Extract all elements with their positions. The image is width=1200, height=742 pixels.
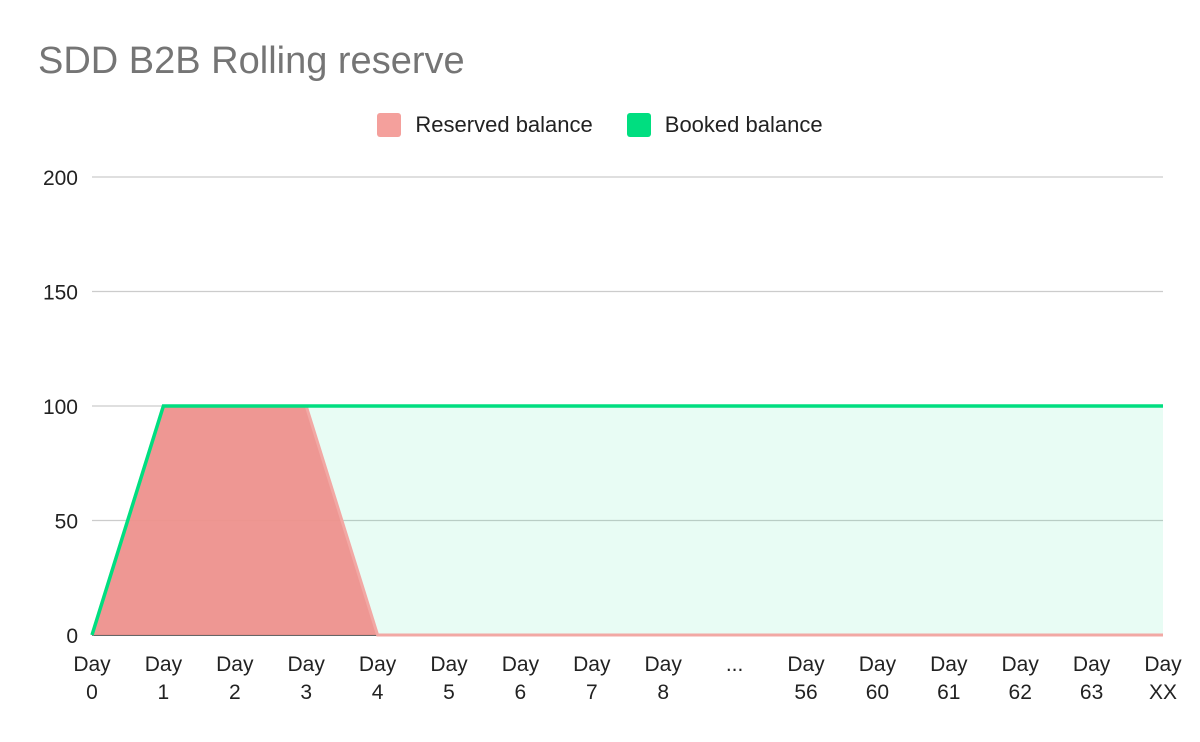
x-tick-label-8-line1: Day bbox=[645, 653, 683, 676]
x-tick-label-13-line1: Day bbox=[1002, 653, 1040, 676]
legend-swatch-reserved bbox=[377, 113, 402, 137]
legend: Reserved balance Booked balance bbox=[0, 112, 1200, 138]
y-tick-label-50: 50 bbox=[55, 511, 78, 534]
x-tick-label-14-line2: 63 bbox=[1080, 681, 1103, 704]
y-tick-label-0: 0 bbox=[66, 625, 78, 648]
legend-item-booked: Booked balance bbox=[626, 112, 823, 138]
x-tick-label-10-line2: 56 bbox=[794, 681, 817, 704]
y-tick-label-150: 150 bbox=[43, 282, 78, 305]
x-tick-label-13-line2: 62 bbox=[1009, 681, 1032, 704]
x-tick-label-5-line1: Day bbox=[430, 653, 468, 676]
x-tick-label-7-line1: Day bbox=[573, 653, 611, 676]
x-tick-label-8-line2: 8 bbox=[657, 681, 669, 704]
x-tick-label-4-line2: 4 bbox=[372, 681, 384, 704]
x-tick-label-7-line2: 7 bbox=[586, 681, 598, 704]
x-tick-label-1-line1: Day bbox=[145, 653, 183, 676]
x-tick-label-3-line1: Day bbox=[288, 653, 326, 676]
x-tick-label-4-line1: Day bbox=[359, 653, 397, 676]
x-tick-label-15-line2: XX bbox=[1149, 681, 1177, 704]
x-tick-label-6-line2: 6 bbox=[515, 681, 527, 704]
y-tick-label-200: 200 bbox=[43, 167, 78, 190]
y-tick-label-100: 100 bbox=[43, 396, 78, 419]
x-tick-label-15-line1: Day bbox=[1144, 653, 1182, 676]
legend-item-reserved: Reserved balance bbox=[377, 112, 593, 138]
x-tick-label-14-line1: Day bbox=[1073, 653, 1111, 676]
x-tick-label-0-line1: Day bbox=[73, 653, 111, 676]
x-tick-label-2-line1: Day bbox=[216, 653, 254, 676]
x-tick-label-5-line2: 5 bbox=[443, 681, 455, 704]
x-tick-label-12-line1: Day bbox=[930, 653, 968, 676]
legend-label-booked: Booked balance bbox=[664, 112, 823, 137]
x-tick-label-10-line1: Day bbox=[787, 653, 825, 676]
legend-label-reserved: Reserved balance bbox=[415, 112, 593, 137]
x-tick-label-12-line2: 61 bbox=[937, 681, 960, 704]
x-tick-label-3-line2: 3 bbox=[300, 681, 312, 704]
x-tick-label-9: ... bbox=[726, 653, 744, 676]
x-tick-label-6-line1: Day bbox=[502, 653, 540, 676]
x-tick-label-0-line2: 0 bbox=[86, 681, 98, 704]
x-tick-label-2-line2: 2 bbox=[229, 681, 241, 704]
x-tick-label-1-line2: 1 bbox=[158, 681, 170, 704]
line-booked-balance bbox=[90, 404, 1163, 636]
x-tick-label-11-line2: 60 bbox=[866, 681, 889, 704]
chart-title: SDD B2B Rolling reserve bbox=[38, 40, 465, 82]
x-tick-label-11-line1: Day bbox=[859, 653, 897, 676]
legend-swatch-booked bbox=[626, 113, 651, 137]
